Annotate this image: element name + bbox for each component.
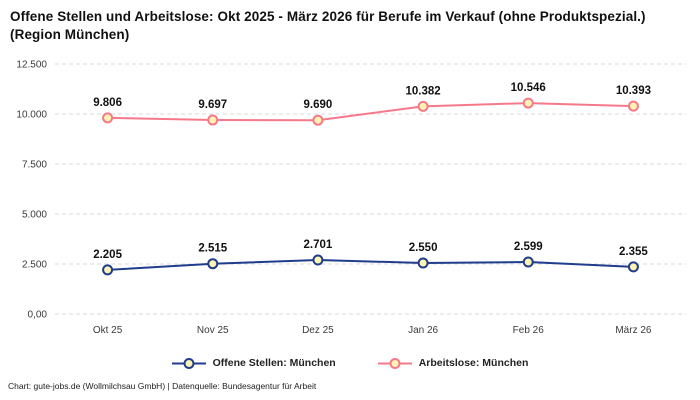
- data-point: [627, 101, 639, 113]
- data-label: 2.599: [514, 241, 543, 253]
- legend-label: Arbeitslose: München: [418, 357, 529, 370]
- data-point: [207, 258, 219, 270]
- legend-label: Offene Stellen: München: [212, 357, 336, 370]
- data-point: [102, 112, 114, 124]
- y-tick-label: 12.500: [16, 60, 47, 71]
- data-label: 10.382: [405, 86, 440, 98]
- x-tick-label: März 26: [615, 325, 652, 336]
- data-label: 2.550: [409, 242, 438, 254]
- data-point: [417, 101, 429, 113]
- data-label: 9.806: [93, 97, 122, 109]
- legend-marker-icon: [377, 357, 412, 369]
- x-tick-label: Nov 25: [197, 325, 229, 336]
- y-tick-label: 0,00: [28, 310, 48, 321]
- chart-title: Offene Stellen und Arbeitslose: Okt 2025…: [10, 9, 646, 43]
- x-tick-label: Feb 26: [513, 325, 545, 336]
- data-label: 2.701: [304, 239, 333, 251]
- data-point: [207, 114, 219, 126]
- series-line: [106, 259, 635, 272]
- data-point: [627, 261, 639, 273]
- data-label: 10.393: [616, 86, 651, 98]
- y-tick-label: 2.500: [22, 260, 47, 271]
- legend: Offene Stellen: München Arbeitslose: Münc…: [0, 347, 700, 379]
- y-tick-label: 10.000: [16, 110, 47, 121]
- series-line: [106, 102, 635, 122]
- data-point: [102, 264, 114, 276]
- data-label: 9.697: [198, 99, 227, 111]
- chart-footer: Chart: gute-jobs.de (Wollmilchsau GmbH) …: [8, 381, 317, 392]
- data-label: 9.690: [304, 100, 333, 112]
- data-label: 2.205: [93, 249, 122, 261]
- data-point: [522, 256, 534, 268]
- x-tick-label: Dez 25: [302, 325, 334, 336]
- data-label: 2.355: [619, 246, 648, 258]
- data-point: [522, 98, 534, 110]
- data-label: 2.515: [198, 243, 227, 255]
- line-chart: 0,00 2.500 5.000 7.500 10.000 12.500 Okt 25 Nov…: [16, 60, 686, 336]
- y-tick-label: 7.500: [22, 160, 47, 171]
- legend-marker-icon: [171, 357, 206, 369]
- x-tick-label: Okt 25: [93, 325, 123, 336]
- data-point: [417, 257, 429, 269]
- data-point: [312, 115, 324, 127]
- y-tick-label: 5.000: [22, 210, 47, 221]
- legend-item[interactable]: Offene Stellen: München: [171, 357, 336, 370]
- x-tick-label: Jan 26: [408, 325, 438, 336]
- data-point: [312, 254, 324, 266]
- plot-area: 0,00 2.500 5.000 7.500 10.000 12.500 Okt 25 Nov…: [0, 44, 700, 347]
- data-label: 10.546: [511, 83, 546, 95]
- legend-item[interactable]: Arbeitslose: München: [377, 357, 529, 370]
